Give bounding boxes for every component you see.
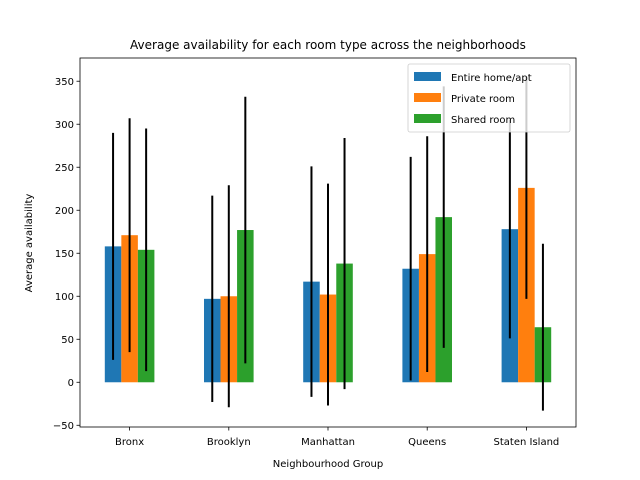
chart-title: Average availability for each room type … (130, 38, 526, 52)
y-tick-label: 50 (61, 335, 74, 346)
y-tick-label: 100 (55, 292, 74, 303)
y-tick-label: 0 (68, 378, 74, 389)
legend: Entire home/apt Private room Shared room (407, 63, 571, 133)
y-axis-label: Average availability (24, 194, 35, 293)
x-tick-label: Brooklyn (207, 437, 251, 448)
y-tick-label: 300 (55, 120, 74, 131)
legend-label: Shared room (451, 115, 515, 126)
x-tick-label: Queens (408, 437, 446, 448)
legend-swatch (414, 114, 441, 123)
legend-swatch (414, 93, 441, 102)
x-tick-label: Manhattan (301, 437, 355, 448)
y-tick-label: 250 (55, 163, 74, 174)
x-tick-label: Bronx (115, 437, 144, 448)
x-axis-label: Neighbourhood Group (273, 459, 383, 470)
legend-label: Entire home/apt (451, 73, 532, 84)
y-tick-label: 200 (55, 206, 74, 217)
y-tick-label: 150 (55, 249, 74, 260)
legend-label: Private room (451, 94, 515, 105)
y-tick-label: 350 (55, 77, 74, 88)
legend-box (407, 63, 571, 133)
x-tick-label: Staten Island (494, 437, 560, 448)
y-tick-label: −50 (53, 421, 74, 432)
legend-swatch (414, 72, 441, 81)
